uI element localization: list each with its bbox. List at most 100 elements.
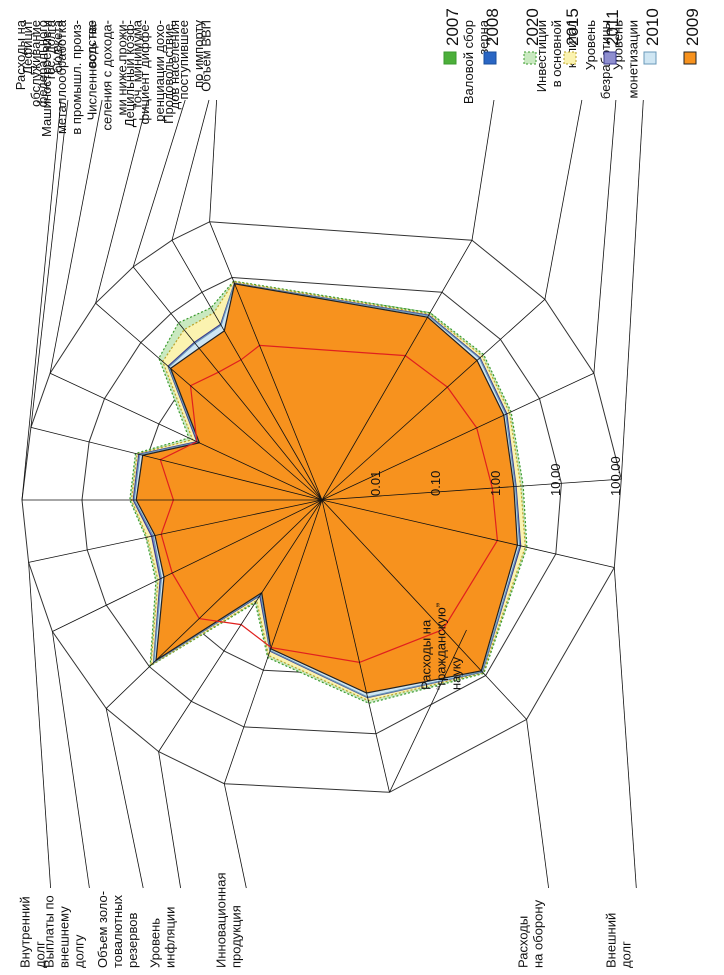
leader-external_debt bbox=[613, 567, 637, 889]
spoke-ext_payments bbox=[52, 499, 323, 632]
category-label-line: ми ниже прожи- bbox=[115, 20, 130, 115]
legend-swatch-2009 bbox=[683, 51, 697, 65]
leader-unemployment bbox=[593, 99, 617, 374]
leader-food_import bbox=[171, 99, 210, 241]
category-label-line: Расходы bbox=[516, 916, 531, 968]
category-label-line: Продовольствие, bbox=[161, 20, 176, 124]
legend-item-2020: 2020 bbox=[523, 8, 542, 65]
legend-item-2015: 2015 bbox=[563, 8, 582, 65]
legend-item-2007: 2007 bbox=[443, 8, 462, 65]
leader-ext_payments bbox=[52, 631, 90, 889]
category-label-line: товалютных bbox=[110, 894, 125, 968]
category-label-line: науку bbox=[449, 656, 464, 690]
category-label-line: ренциации дохо- bbox=[152, 20, 167, 122]
ring-label-0: 0.01 bbox=[368, 471, 383, 496]
category-label-poverty: Численность на-селения с дохода-ми ниже … bbox=[85, 19, 145, 130]
leader-machinery bbox=[49, 99, 103, 374]
category-label-internal_debt: Внутренний долг bbox=[18, 896, 48, 968]
category-label-line: долгу bbox=[71, 934, 86, 968]
legend-swatch-2008 bbox=[483, 51, 497, 65]
legend-label-2011: 2011 bbox=[603, 9, 622, 46]
category-label-line: Уровень bbox=[148, 918, 163, 968]
spoke-decile bbox=[132, 266, 323, 501]
category-label-line: в промышл. произ- bbox=[69, 20, 84, 135]
category-label-line: федерального bbox=[35, 20, 50, 107]
radar-ring-4 bbox=[21, 221, 622, 793]
leader-monetization bbox=[620, 99, 644, 480]
leader-investment bbox=[544, 99, 583, 300]
category-label-reserves: Объем золо-товалютных резервов bbox=[95, 891, 140, 968]
category-label-line: Децильный коэф- bbox=[122, 20, 137, 127]
category-label-line: Валовой сбор bbox=[461, 20, 476, 104]
legend: 2007 2008 2020 2015 2011 2010 2009 bbox=[443, 8, 702, 65]
category-label-line: бюджета bbox=[50, 19, 65, 73]
spoke-inflation bbox=[158, 499, 323, 752]
spoke-science bbox=[321, 499, 390, 793]
spoke-reserves bbox=[105, 499, 323, 709]
category-label-ext_payments: Выплаты по внешнему долгу bbox=[41, 895, 86, 968]
category-label-line: монетизации bbox=[625, 20, 640, 99]
category-label-decile: Децильный коэф-фициент диффе-ренциации д… bbox=[122, 20, 182, 127]
category-label-line: металлообработка bbox=[54, 19, 69, 134]
ring-label-2: 1.00 bbox=[488, 471, 503, 496]
category-label-line: резервов bbox=[125, 913, 140, 968]
spoke-investment bbox=[321, 299, 546, 501]
category-label-line: селения с дохода- bbox=[100, 20, 115, 130]
category-label-line: поступившее bbox=[176, 20, 191, 99]
threshold-line bbox=[159, 344, 499, 664]
legend-swatch-2007 bbox=[443, 51, 457, 65]
category-label-line: Объем ВВП bbox=[199, 20, 214, 92]
legend-label-2020: 2020 bbox=[523, 8, 542, 46]
category-label-gdp: Объем ВВП bbox=[199, 20, 214, 92]
spoke-grain bbox=[321, 239, 473, 501]
label-leader-lines bbox=[21, 99, 644, 889]
leader-debt_service bbox=[21, 99, 62, 501]
legend-item-2011: 2011 bbox=[603, 9, 622, 65]
category-label-line: Расходы на bbox=[13, 19, 28, 90]
category-label-innovation: Инновационная продукция bbox=[213, 873, 243, 969]
leader-internal_debt bbox=[28, 562, 51, 889]
category-label-line: Внешний bbox=[603, 913, 618, 968]
leader-decile bbox=[132, 99, 186, 268]
category-label-line: “гражданскую” bbox=[434, 603, 449, 690]
leader-science bbox=[389, 629, 467, 793]
ring-labels: 0.01 0.10 1.00 10.00 100.00 bbox=[368, 456, 623, 496]
legend-label-2007: 2007 bbox=[443, 8, 462, 46]
category-label-line: гос. долга bbox=[43, 19, 58, 79]
category-label-line: Выплаты по bbox=[41, 895, 56, 968]
spoke-deficit bbox=[30, 427, 323, 501]
leader-defense bbox=[526, 719, 549, 889]
spoke-unemployment bbox=[321, 372, 595, 501]
category-label-line: Инновационная bbox=[213, 873, 228, 969]
category-label-line: Инвестиции bbox=[534, 20, 549, 92]
category-label-food_import: Продовольствие, поступившее по импорту bbox=[161, 20, 206, 124]
legend-label-2010: 2010 bbox=[643, 8, 662, 46]
leader-poverty bbox=[95, 99, 148, 304]
category-label-line: по импорту bbox=[191, 20, 206, 88]
category-label-line: внешнему bbox=[56, 906, 71, 968]
category-label-line: водстве bbox=[84, 20, 99, 68]
category-label-monetization: Уровень монетизации bbox=[610, 20, 640, 99]
category-label-line: в основной bbox=[549, 20, 564, 87]
radar-spokes bbox=[22, 221, 622, 793]
spoke-poverty bbox=[95, 302, 323, 501]
category-label-debt_service: Расходы на обслуживание гос. долга bbox=[13, 19, 58, 107]
category-label-line: Объем золо- bbox=[95, 891, 110, 968]
category-label-line: Машиностроение и bbox=[39, 20, 54, 137]
legend-item-2009: 2009 bbox=[683, 8, 702, 65]
category-label-line: продукция bbox=[228, 905, 243, 968]
category-label-science: Расходы на “гражданскую” науку bbox=[419, 603, 464, 690]
category-label-line: долг bbox=[618, 941, 633, 968]
legend-swatch-2015 bbox=[563, 51, 577, 65]
series-2009-polygon bbox=[135, 283, 519, 694]
spoke-monetization bbox=[321, 478, 622, 501]
category-label-line: зерна bbox=[476, 19, 491, 54]
legend-label-2008: 2008 bbox=[483, 8, 502, 46]
ring-label-4: 100.00 bbox=[608, 456, 623, 496]
legend-item-2008: 2008 bbox=[483, 8, 502, 65]
category-label-external_debt: Внешний долг bbox=[603, 913, 633, 968]
leader-grain bbox=[471, 99, 495, 241]
category-label-line: обслуживание bbox=[28, 20, 43, 107]
legend-swatch-2011 bbox=[603, 51, 617, 65]
legend-swatch-2020 bbox=[523, 51, 537, 65]
